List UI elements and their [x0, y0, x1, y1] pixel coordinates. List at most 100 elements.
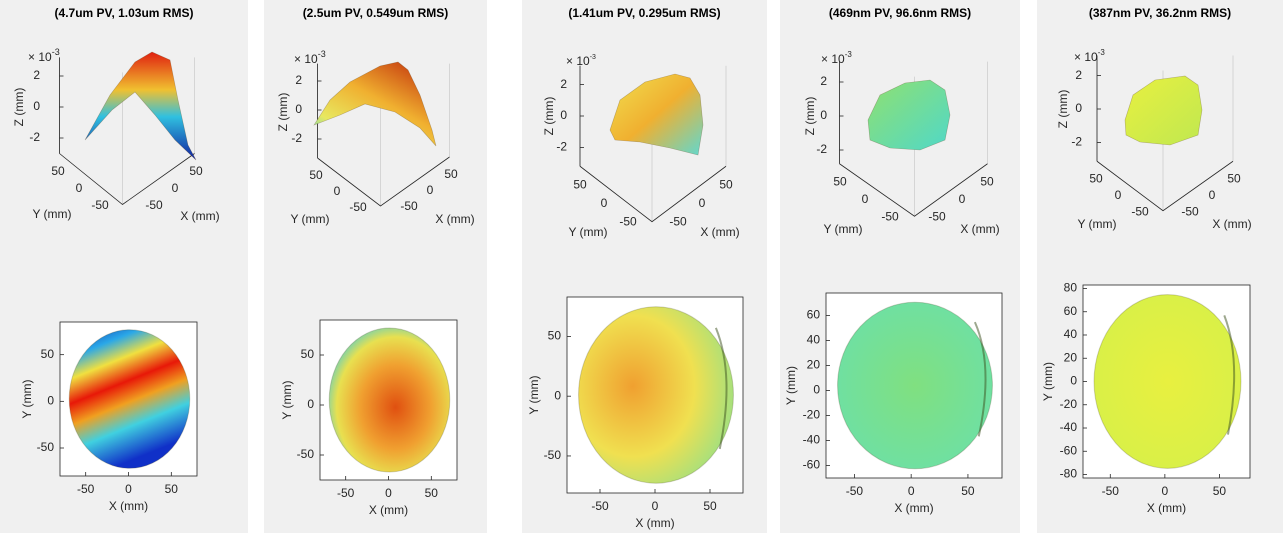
- x-tick-label: 50: [703, 499, 717, 513]
- panel-title: (469nm PV, 96.6nm RMS): [829, 6, 971, 20]
- y-tick-label: -50: [881, 210, 899, 224]
- x-tick-label: 50: [1213, 484, 1227, 498]
- x-tick-label: 50: [980, 175, 994, 189]
- z-tick-label: 2: [295, 73, 302, 87]
- exponent-base: × 10: [821, 52, 845, 66]
- y-tick-label: -50: [297, 447, 315, 461]
- x-axis-label: X (mm): [1147, 501, 1186, 515]
- x-tick-label: 50: [961, 484, 975, 498]
- z-tick-label: -2: [816, 142, 827, 156]
- y-tick-label: 0: [307, 397, 314, 411]
- y-tick-label: -80: [1060, 467, 1078, 481]
- y-tick-label: 50: [41, 347, 55, 361]
- x-tick-label: 0: [385, 486, 392, 500]
- surface-map: [69, 330, 190, 469]
- panel-title: (2.5um PV, 0.549um RMS): [303, 6, 449, 20]
- x-tick-label: 0: [1162, 484, 1169, 498]
- y-axis-label: Y (mm): [290, 212, 329, 226]
- x-axis-label: X (mm): [635, 516, 674, 530]
- y-tick-label: -50: [37, 440, 55, 454]
- x-tick-label: -50: [591, 499, 609, 513]
- y-tick-label: -50: [91, 198, 109, 212]
- surface-map: [838, 302, 993, 469]
- y-tick-label: 60: [807, 308, 821, 322]
- y-tick-label: -50: [1131, 205, 1149, 219]
- panel-title: (4.7um PV, 1.03um RMS): [55, 6, 194, 20]
- y-tick-label: -40: [803, 433, 821, 447]
- x-tick-label: -50: [928, 210, 946, 224]
- y-tick-label: 50: [573, 178, 587, 192]
- x-tick-label: -50: [1102, 484, 1120, 498]
- y-tick-label: 50: [548, 329, 562, 343]
- x-axis-label: X (mm): [894, 501, 933, 515]
- y-tick-label: -20: [1060, 397, 1078, 411]
- z-axis-label: Z (mm): [276, 93, 290, 132]
- y-axis-label: Y (mm): [823, 222, 862, 236]
- x-axis-label: X (mm): [369, 503, 408, 517]
- x-tick-label: 0: [427, 183, 434, 197]
- y-axis-label: Y (mm): [568, 225, 607, 239]
- z-tick-label: -2: [291, 131, 302, 145]
- x-axis-label: X (mm): [435, 212, 474, 226]
- surface-map: [1094, 295, 1241, 469]
- y-axis-label: Y (mm): [280, 380, 294, 419]
- exponent-power: -3: [590, 54, 596, 61]
- z-tick-label: 0: [33, 99, 40, 113]
- exponent-power: -3: [845, 50, 853, 59]
- y-tick-label: -60: [1060, 443, 1078, 457]
- x-axis-label: X (mm): [109, 499, 148, 513]
- z-axis-label: Z (mm): [803, 97, 817, 136]
- y-tick-label: 50: [1089, 172, 1103, 186]
- y-tick-label: -50: [619, 215, 637, 229]
- y-tick-label: 40: [1064, 327, 1078, 341]
- z-tick-label: -2: [1071, 135, 1082, 149]
- y-tick-label: 50: [309, 168, 323, 182]
- z-tick-label: 0: [820, 108, 827, 122]
- exponent-base: × 10: [28, 50, 52, 64]
- z-tick-label: 0: [560, 108, 567, 122]
- exponent-power: -3: [318, 49, 326, 59]
- x-tick-label: -50: [145, 198, 163, 212]
- y-axis-label: Y (mm): [1077, 217, 1116, 231]
- y-tick-label: 50: [51, 164, 65, 178]
- x-tick-label: -50: [846, 484, 864, 498]
- y-tick-label: -50: [544, 448, 562, 462]
- y-tick-label: 60: [1064, 304, 1078, 318]
- x-tick-label: 0: [172, 181, 179, 195]
- y-tick-label: 0: [1070, 374, 1077, 388]
- exponent-base: × 10: [294, 52, 318, 66]
- z-tick-label: -2: [556, 140, 567, 154]
- y-tick-label: 20: [1064, 350, 1078, 364]
- y-tick-label: 80: [1064, 281, 1078, 295]
- z-axis-label: Z (mm): [542, 97, 556, 136]
- y-axis-label: Y (mm): [1041, 362, 1055, 401]
- panel-title: (1.41um PV, 0.295um RMS): [568, 6, 720, 20]
- x-tick-label: 50: [189, 164, 203, 178]
- x-tick-label: -50: [400, 199, 418, 213]
- y-tick-label: 50: [833, 175, 847, 189]
- x-tick-label: 50: [444, 167, 458, 181]
- y-tick-label: -20: [803, 408, 821, 422]
- exponent-base: × 10: [566, 54, 590, 68]
- exponent-base: × 10: [1074, 50, 1098, 64]
- z-tick-label: 0: [1075, 101, 1082, 115]
- x-tick-label: 50: [425, 486, 439, 500]
- y-tick-label: 0: [1115, 188, 1122, 202]
- surface-map: [579, 307, 734, 483]
- x-axis-label: X (mm): [1212, 217, 1251, 231]
- surface-map: [329, 328, 450, 472]
- x-tick-label: 50: [719, 178, 733, 192]
- y-axis-label: Y (mm): [527, 375, 541, 414]
- y-tick-label: 0: [813, 383, 820, 397]
- z-axis-label: Z (mm): [1056, 90, 1070, 129]
- exponent-power: -3: [52, 47, 60, 57]
- y-tick-label: 0: [334, 184, 341, 198]
- x-tick-label: 0: [908, 484, 915, 498]
- x-tick-label: 0: [699, 196, 706, 210]
- y-tick-label: 40: [807, 333, 821, 347]
- y-tick-label: 50: [301, 347, 315, 361]
- y-axis-label: Y (mm): [32, 207, 71, 221]
- x-tick-label: -50: [77, 482, 95, 496]
- y-axis-label: Y (mm): [20, 379, 34, 418]
- z-axis-label: Z (mm): [12, 88, 26, 127]
